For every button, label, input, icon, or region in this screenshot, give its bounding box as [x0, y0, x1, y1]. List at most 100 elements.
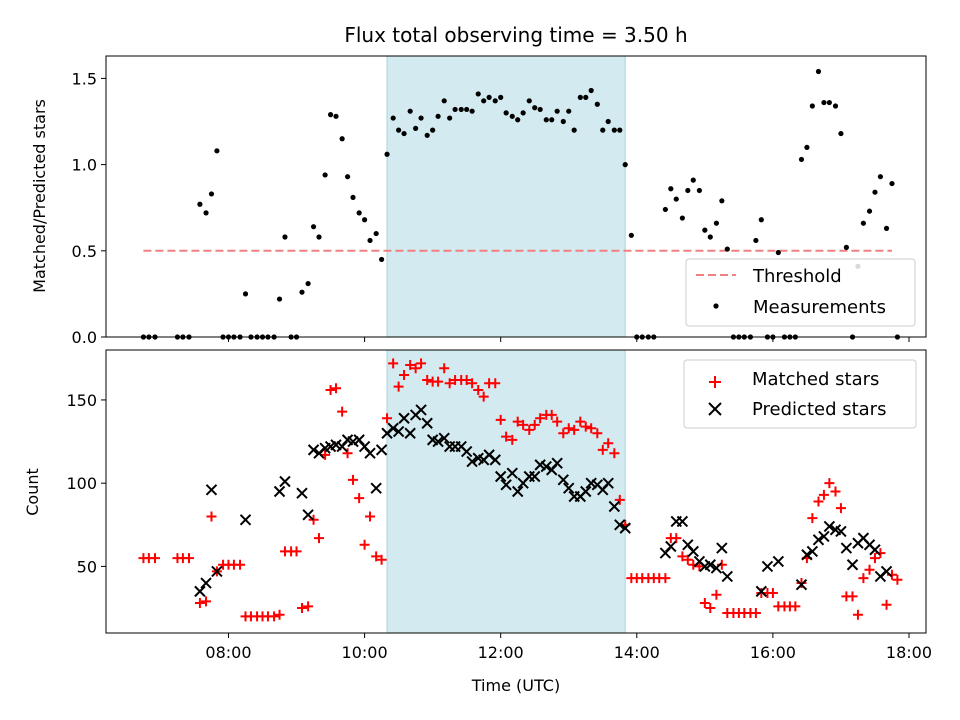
x-marker	[708, 402, 722, 416]
matched-star-point	[881, 599, 892, 610]
measurement-point	[832, 103, 839, 109]
matched-star-point	[399, 369, 410, 380]
predicted-star-point	[500, 479, 512, 491]
legend-predicted-label: Predicted stars	[752, 399, 886, 420]
matched-star-point	[382, 413, 393, 424]
matched-star-point	[422, 374, 433, 385]
predicted-star-point	[398, 412, 410, 424]
matched-star-point	[507, 434, 518, 445]
measurement-point	[668, 186, 674, 192]
matched-star-point	[433, 376, 444, 387]
measurement-point	[350, 194, 356, 200]
predicted-star-point	[551, 457, 563, 469]
predicted-star-point	[432, 435, 444, 448]
bottom-legend-box	[683, 359, 917, 429]
measurement-point	[435, 113, 441, 119]
matched-star-point	[580, 421, 591, 432]
measurement-point	[860, 220, 866, 226]
measurement-point	[367, 237, 373, 244]
matched-star-point	[416, 358, 427, 369]
measurement-point	[305, 280, 311, 287]
matched-star-point	[337, 406, 348, 417]
y-tick-label: 1.5	[72, 69, 97, 88]
legend-threshold-label: Threshold	[752, 266, 842, 287]
matched-star-point	[705, 603, 716, 614]
predicted-star-point	[801, 549, 813, 561]
measurement-point	[537, 106, 543, 113]
predicted-star-point	[364, 447, 376, 459]
predicted-star-point	[795, 579, 808, 591]
predicted-star-point	[846, 559, 859, 571]
measurement-point	[242, 291, 249, 297]
top-observing-window-shade	[386, 55, 626, 338]
matched-star-point	[694, 561, 705, 572]
matched-star-point	[274, 609, 285, 620]
matched-star-point	[149, 553, 160, 564]
top-axes-frame	[105, 55, 927, 338]
matched-star-point	[518, 419, 529, 430]
matched-star-point	[444, 378, 455, 389]
measurement-point	[458, 106, 464, 113]
measurement-point	[197, 201, 203, 207]
matched-star-point	[524, 424, 535, 435]
measurement-point	[775, 249, 781, 256]
matched-star-point	[235, 559, 246, 570]
measurement-point	[696, 187, 702, 194]
predicted-star-point	[370, 482, 382, 494]
predicted-star-point	[755, 585, 768, 598]
top-plot-marks	[140, 68, 901, 340]
bottom-plot-marks	[138, 358, 903, 622]
bottom-observing-window-shade	[386, 349, 626, 634]
top-legend-box	[685, 258, 916, 327]
predicted-star-point	[506, 467, 518, 479]
y-tick-label: 150	[66, 391, 97, 410]
matched-star-point	[807, 513, 818, 524]
predicted-star-point	[823, 520, 836, 533]
bottom-axes-frame	[105, 349, 927, 634]
predicted-star-point	[200, 577, 212, 589]
matched-star-point	[660, 573, 671, 584]
measurement-point	[702, 227, 708, 233]
measurement-point	[662, 206, 668, 213]
predicted-star-point	[614, 519, 626, 531]
measurement-point	[673, 196, 679, 202]
measurement-point	[373, 230, 379, 237]
legend-predicted-swatch	[708, 402, 722, 416]
predicted-star-point	[608, 500, 621, 513]
matched-star-point	[824, 478, 835, 489]
predicted-star-point	[806, 545, 819, 558]
matched-star-point	[869, 553, 880, 564]
matched-star-point	[677, 551, 688, 562]
measurement-point	[707, 234, 713, 240]
measurement-point	[498, 94, 504, 100]
predicted-star-point	[676, 515, 689, 528]
y-tick-label: 0.5	[72, 242, 97, 261]
predicted-star-point	[205, 484, 218, 496]
predicted-star-point	[687, 545, 699, 558]
measurement-point	[554, 108, 560, 114]
predicted-star-point	[387, 422, 399, 434]
matched-star-point	[750, 608, 761, 619]
predicted-star-point	[438, 432, 450, 444]
matched-star-point	[308, 514, 319, 525]
matched-star-point	[388, 358, 399, 369]
measurement-point	[600, 127, 606, 133]
measurement-point	[475, 91, 481, 97]
measurement-point	[571, 127, 577, 133]
matched-star-point	[201, 596, 212, 607]
matched-star-point	[892, 574, 903, 585]
matched-star-point	[830, 486, 841, 497]
measurement-point	[464, 106, 470, 113]
measurement-point	[282, 234, 288, 240]
matched-star-point	[796, 578, 807, 589]
predicted-star-point	[296, 487, 308, 499]
matched-star-point	[473, 384, 484, 395]
predicted-star-point	[415, 404, 427, 416]
predicted-star-point	[239, 514, 252, 526]
measurement-point	[384, 151, 390, 157]
predicted-star-point	[466, 455, 478, 468]
measurement-point	[877, 174, 884, 180]
matched-star-point	[603, 438, 614, 449]
measurement-point	[826, 99, 832, 106]
matched-star-point	[682, 554, 693, 565]
